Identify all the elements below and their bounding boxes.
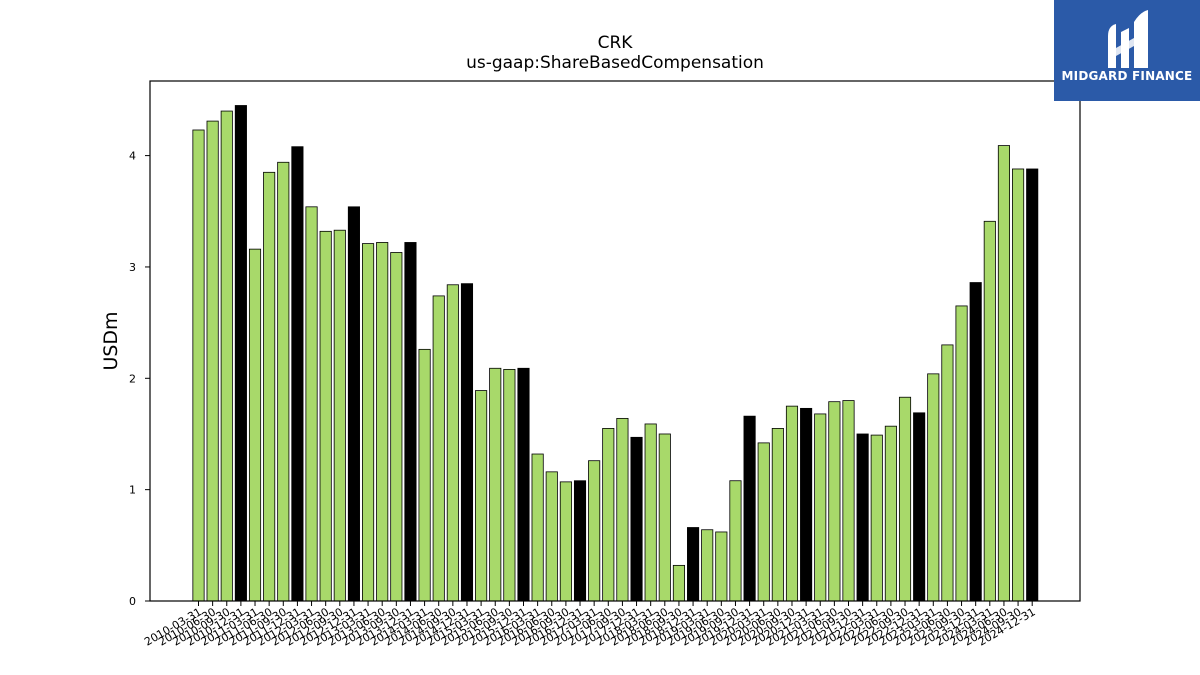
bar bbox=[644, 423, 657, 602]
bar bbox=[559, 481, 572, 602]
x-axis: 2010-03-312010-06-302010-09-302010-12-31… bbox=[142, 601, 1038, 649]
bar bbox=[898, 396, 912, 602]
bar bbox=[362, 243, 375, 602]
bar bbox=[347, 206, 360, 602]
y-tick-label: 0 bbox=[129, 595, 136, 608]
bar bbox=[446, 284, 459, 602]
bar bbox=[206, 120, 219, 602]
bar bbox=[248, 248, 262, 602]
bar bbox=[927, 373, 940, 602]
bar bbox=[997, 145, 1010, 602]
bar bbox=[319, 230, 332, 602]
bar-series bbox=[192, 105, 1039, 602]
bar bbox=[969, 282, 982, 602]
bar bbox=[234, 105, 247, 602]
bar bbox=[588, 460, 601, 602]
bar bbox=[616, 417, 629, 602]
bar bbox=[602, 428, 615, 602]
bar bbox=[460, 283, 474, 602]
y-tick-label: 4 bbox=[129, 150, 136, 163]
bar bbox=[687, 527, 700, 602]
bar bbox=[884, 425, 897, 602]
bar bbox=[333, 229, 346, 602]
bar bbox=[814, 413, 827, 602]
bar bbox=[672, 564, 685, 602]
bar bbox=[828, 401, 841, 602]
midgard-logo-icon bbox=[1108, 10, 1148, 68]
bar bbox=[404, 242, 417, 602]
bar bbox=[517, 367, 530, 602]
bar bbox=[955, 305, 968, 602]
bar bbox=[291, 146, 304, 602]
bar bbox=[941, 344, 954, 602]
y-axis: 0 1 2 3 4 bbox=[129, 150, 150, 608]
bar bbox=[757, 442, 770, 602]
y-tick-label: 1 bbox=[129, 484, 136, 497]
bar bbox=[658, 433, 671, 602]
bar bbox=[418, 348, 431, 602]
bar bbox=[545, 471, 558, 602]
bar bbox=[842, 400, 855, 602]
bar bbox=[771, 428, 784, 602]
chart-title: CRK bbox=[598, 33, 634, 53]
bar bbox=[1012, 168, 1025, 602]
y-axis-label: USDm bbox=[100, 311, 122, 370]
bar bbox=[503, 368, 516, 602]
y-tick-label: 2 bbox=[129, 372, 136, 385]
bar bbox=[277, 161, 290, 602]
bar bbox=[390, 252, 403, 602]
bar bbox=[785, 405, 799, 602]
bar bbox=[305, 206, 318, 602]
bar bbox=[701, 529, 714, 602]
bar bbox=[376, 242, 389, 602]
bar bbox=[729, 480, 742, 602]
bar bbox=[192, 129, 205, 602]
bar bbox=[870, 434, 883, 602]
bar bbox=[1026, 168, 1039, 602]
bar bbox=[573, 480, 587, 602]
bar bbox=[432, 295, 445, 602]
bar bbox=[220, 110, 233, 602]
bar bbox=[983, 220, 996, 602]
bar bbox=[800, 407, 813, 602]
bar bbox=[743, 415, 756, 602]
plot-frame bbox=[149, 80, 1081, 602]
brand-logo: MIDGARD FINANCE bbox=[1054, 0, 1200, 101]
bar bbox=[263, 171, 276, 602]
bar bbox=[531, 453, 544, 602]
bar bbox=[489, 367, 502, 602]
bar bbox=[856, 433, 869, 602]
bar bbox=[913, 412, 926, 602]
y-tick-label: 3 bbox=[129, 261, 136, 274]
brand-name: MIDGARD FINANCE bbox=[1061, 69, 1193, 83]
bar bbox=[630, 436, 643, 602]
bar bbox=[715, 531, 728, 602]
chart-subtitle: us-gaap:ShareBasedCompensation bbox=[466, 53, 764, 73]
bar bbox=[475, 390, 488, 602]
